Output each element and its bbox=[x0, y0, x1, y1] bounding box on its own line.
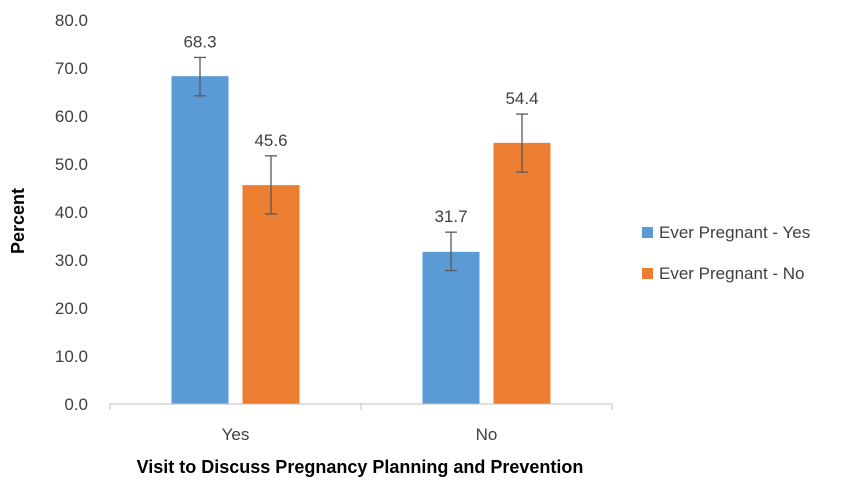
y-tick-label: 60.0 bbox=[55, 107, 88, 126]
y-axis-ticks: 0.0 10.0 20.0 30.0 40.0 50.0 60.0 70.0 80.0 bbox=[55, 11, 88, 414]
legend-swatch bbox=[642, 268, 653, 279]
bar bbox=[493, 142, 551, 404]
legend-label: Ever Pregnant - Yes bbox=[659, 223, 810, 242]
y-tick-label: 70.0 bbox=[55, 59, 88, 78]
legend: Ever Pregnant - Yes Ever Pregnant - No bbox=[642, 223, 810, 283]
bars bbox=[171, 76, 551, 404]
legend-swatch bbox=[642, 227, 653, 238]
x-tick-label: No bbox=[476, 425, 498, 444]
x-axis-ticks: Yes No bbox=[109, 404, 613, 444]
bar bbox=[171, 76, 229, 404]
x-axis-title: Visit to Discuss Pregnancy Planning and … bbox=[137, 457, 584, 477]
y-tick-label: 20.0 bbox=[55, 299, 88, 318]
data-label: 68.3 bbox=[183, 32, 216, 51]
data-labels: 68.3 31.7 45.6 54.4 bbox=[183, 32, 538, 226]
y-tick-label: 50.0 bbox=[55, 155, 88, 174]
data-label: 45.6 bbox=[254, 131, 287, 150]
data-label: 31.7 bbox=[434, 207, 467, 226]
y-tick-label: 40.0 bbox=[55, 203, 88, 222]
y-tick-label: 30.0 bbox=[55, 251, 88, 270]
legend-label: Ever Pregnant - No bbox=[659, 264, 805, 283]
y-tick-label: 10.0 bbox=[55, 347, 88, 366]
bar bbox=[422, 251, 480, 404]
y-axis-title: Percent bbox=[8, 188, 28, 254]
data-label: 54.4 bbox=[505, 89, 538, 108]
error-bars bbox=[194, 56, 528, 272]
y-tick-label: 80.0 bbox=[55, 11, 88, 30]
bar bbox=[242, 185, 300, 404]
x-tick-label: Yes bbox=[222, 425, 250, 444]
y-tick-label: 0.0 bbox=[64, 395, 88, 414]
